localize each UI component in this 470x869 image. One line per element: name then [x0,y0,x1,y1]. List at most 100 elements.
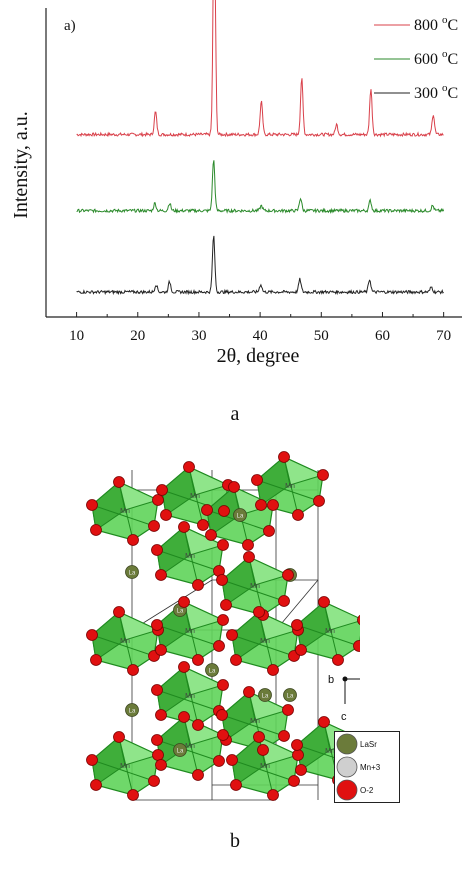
figure-caption-b: b [230,830,240,852]
oxygen-atom-icon [332,654,344,666]
x-tick-label: 60 [375,328,390,344]
oxygen-atom-icon [253,731,265,743]
series-layer [76,0,445,296]
atom-legend: LaSr Mn+3 O-2 [334,731,400,803]
oxygen-atom-icon [178,521,190,533]
oxygen-atom-icon [230,779,242,791]
oxygen-atom-icon [292,509,304,521]
chart-legend: 800 oC 600 oC 300 oC [374,14,458,102]
mn-label: Mn [120,638,130,645]
oxygen-atom-icon [313,495,325,507]
oxygen-atom-icon [192,769,204,781]
oxygen-atom-icon [292,749,304,761]
oxygen-atom-icon [278,595,290,607]
oxygen-atom-icon [192,579,204,591]
oxygen-atom-icon [113,731,125,743]
legend-atom-icon [336,733,358,755]
x-tick-label: 10 [69,328,84,344]
oxygen-atoms [86,451,360,801]
oxygen-atom-icon [288,775,300,787]
oxygen-atom-icon [113,476,125,488]
mn-octahedron: Mn [156,526,225,586]
oxygen-atom-icon [151,619,163,631]
oxygen-atom-icon [148,775,160,787]
oxygen-atom-icon [216,709,228,721]
oxygen-atom-icon [218,505,230,517]
oxygen-atom-icon [197,519,209,531]
x-tick-label: 40 [253,328,268,344]
mn-label: Mn [285,483,295,490]
oxygen-atom-icon [205,529,217,541]
mn-octahedron: Mn [91,611,160,671]
la-label: La [287,694,294,700]
oxygen-atom-icon [151,544,163,556]
oxygen-atom-icon [291,619,303,631]
legend-atom-icon [336,779,358,801]
mn-octahedron: Mn [256,456,325,516]
mn-label: Mn [250,583,260,590]
x-ticks: 10 20 30 40 50 60 70 [69,312,451,344]
atom-legend-label: LaSr [360,740,377,749]
oxygen-atom-icon [151,734,163,746]
atom-legend-items: LaSr Mn+3 O-2 [336,733,381,801]
oxygen-atom-icon [90,654,102,666]
oxygen-atom-icon [255,499,267,511]
mn-label: Mn [185,743,195,750]
y-axis-label: Intensity, a.u. [10,111,32,219]
oxygen-atom-icon [127,664,139,676]
legend-label: 300 oC [414,82,458,102]
xrd-chart: 10 20 30 40 50 60 70 a) Intensity, a.u. 2θ, de… [10,0,462,367]
mn-label: Mn [260,763,270,770]
cell-edge [275,579,319,631]
oxygen-atom-icon [282,704,294,716]
x-tick-label: 50 [314,328,329,344]
oxygen-atom-icon [353,640,360,652]
series-line [76,160,445,214]
legend-atom-icon [336,756,358,778]
oxygen-atom-icon [226,629,238,641]
oxygen-atom-icon [148,520,160,532]
lasr-atom-icon [125,565,139,579]
oxygen-atom-icon [243,551,255,563]
oxygen-atom-icon [216,574,228,586]
lasr-atom-icon [173,743,187,757]
figure-caption-a: a [230,403,240,425]
oxygen-atom-icon [155,569,167,581]
oxygen-atom-icon [155,709,167,721]
oxygen-atom-icon [267,664,279,676]
series-line [76,0,444,138]
oxygen-atom-icon [295,644,307,656]
oxygen-atom-icon [127,534,139,546]
oxygen-atom-icon [178,596,190,608]
axis-label-c: c [341,711,347,723]
oxygen-atom-icon [217,614,229,626]
panel-label: a) [64,18,76,34]
oxygen-atom-icon [217,729,229,741]
chart-axes [45,8,462,318]
legend-label: 800 oC [414,14,458,34]
la-label: La [237,514,244,520]
la-label: La [129,571,136,577]
oxygen-atom-icon [86,629,98,641]
mn-label: Mn [325,748,335,755]
oxygen-atom-icon [317,469,329,481]
mn-label: Mn [185,628,195,635]
oxygen-atom-icon [230,654,242,666]
oxygen-atom-icon [213,755,225,767]
oxygen-atom-icon [156,484,168,496]
oxygen-atom-icon [152,749,164,761]
oxygen-atom-icon [155,644,167,656]
oxygen-atom-icon [263,525,275,537]
oxygen-atom-icon [127,789,139,801]
oxygen-atom-icon [291,739,303,751]
crystal-structure: MnMnMnMnMnMnMnMnMnMnMnMnMnMnMnMn LaLaLaL… [86,451,360,801]
mn-label: Mn [325,628,335,635]
oxygen-atom-icon [295,764,307,776]
oxygen-atom-icon [242,539,254,551]
lasr-atom-icon [205,663,219,677]
oxygen-atom-icon [90,524,102,536]
la-label: La [129,709,136,715]
la-label: La [262,694,269,700]
oxygen-atom-icon [220,599,232,611]
oxygen-atom-icon [192,654,204,666]
